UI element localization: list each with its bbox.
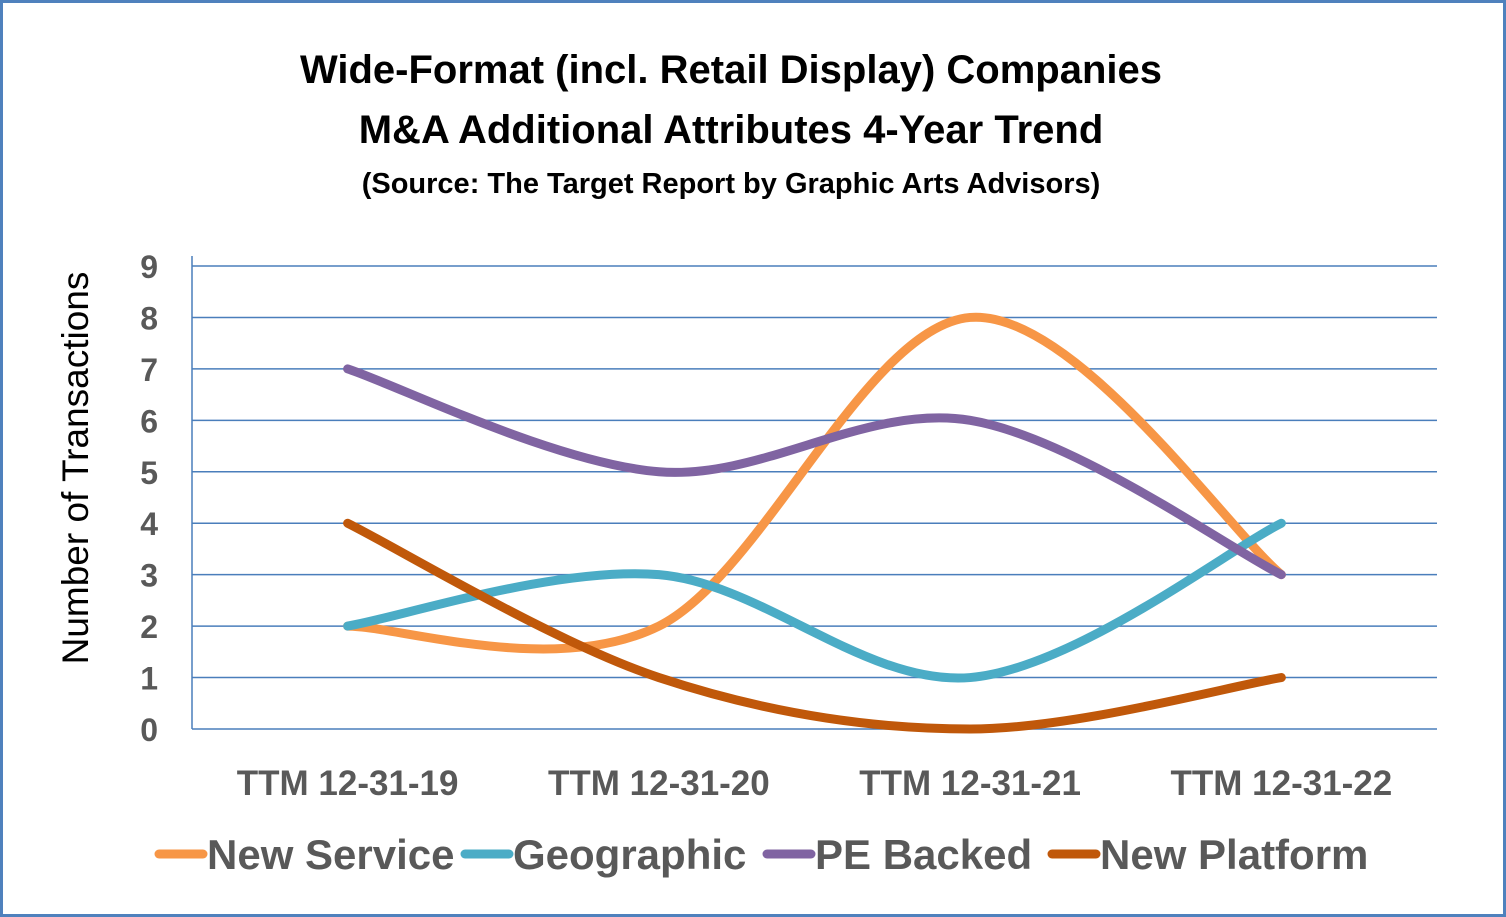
x-tick-label-4: TTM 12-31-22 — [1171, 764, 1393, 803]
y-tick-label-0: 0 — [140, 712, 158, 748]
y-tick-label-6: 6 — [140, 403, 158, 439]
data-point-geographic-3 — [969, 676, 972, 679]
data-point-pe-backed-4 — [1280, 573, 1283, 576]
legend-label-geographic: Geographic — [513, 831, 746, 878]
y-tick-label-4: 4 — [140, 506, 158, 542]
series-line-new-platform — [343, 518, 1286, 734]
legend-label-pe-backed: PE Backed — [815, 831, 1032, 878]
y-tick-label-8: 8 — [140, 300, 158, 336]
chart-title-line-2: M&A Additional Attributes 4-Year Trend — [358, 108, 1104, 152]
y-tick-label-3: 3 — [140, 558, 158, 594]
x-tick-label-2: TTM 12-31-20 — [548, 764, 770, 803]
data-point-new-platform-2 — [657, 676, 660, 679]
y-tick-label-1: 1 — [140, 661, 158, 697]
chart-title-line-1: Wide-Format (incl. Retail Display) Compa… — [299, 48, 1162, 92]
legend-label-new-service: New Service — [207, 831, 455, 878]
data-point-geographic-4 — [1280, 522, 1283, 525]
series-line-new-service — [343, 312, 1286, 654]
x-tick-label-3: TTM 12-31-21 — [859, 764, 1081, 803]
y-tick-label-7: 7 — [140, 352, 158, 388]
legend-label-new-platform: New Platform — [1100, 831, 1368, 878]
x-tick-labels: TTM 12-31-19 TTM 12-31-20 TTM 12-31-21 TTM … — [237, 764, 1393, 803]
y-tick-label-5: 5 — [140, 455, 158, 491]
chart-subtitle-source: (Source: The Target Report by Graphic Ar… — [361, 168, 1101, 200]
data-point-pe-backed-3 — [969, 419, 972, 422]
data-point-new-platform-3 — [969, 728, 972, 730]
gridlines — [192, 265, 1437, 679]
y-tick-label-2: 2 — [140, 609, 158, 645]
data-point-geographic-2 — [657, 573, 660, 576]
legend: New Service Geographic PE Backed New Platfo… — [154, 831, 1368, 878]
y-tick-label-9: 9 — [140, 249, 158, 285]
data-point-new-platform-4 — [1280, 676, 1283, 679]
series-line-pe-backed — [343, 364, 1286, 580]
y-axis-label: Number of Transactions — [55, 272, 96, 665]
data-point-geographic-1 — [346, 625, 349, 628]
x-tick-label-1: TTM 12-31-19 — [237, 764, 459, 803]
y-tick-labels: 0 1 2 3 4 5 6 7 8 9 — [140, 249, 158, 748]
data-point-new-service-2 — [657, 625, 660, 628]
data-point-new-platform-1 — [346, 522, 349, 525]
data-point-new-service-3 — [969, 316, 972, 319]
series-line-geographic — [343, 518, 1286, 683]
data-point-pe-backed-1 — [346, 367, 349, 370]
series-lines — [343, 312, 1286, 734]
axes — [191, 256, 1437, 730]
data-point-pe-backed-2 — [657, 470, 660, 473]
